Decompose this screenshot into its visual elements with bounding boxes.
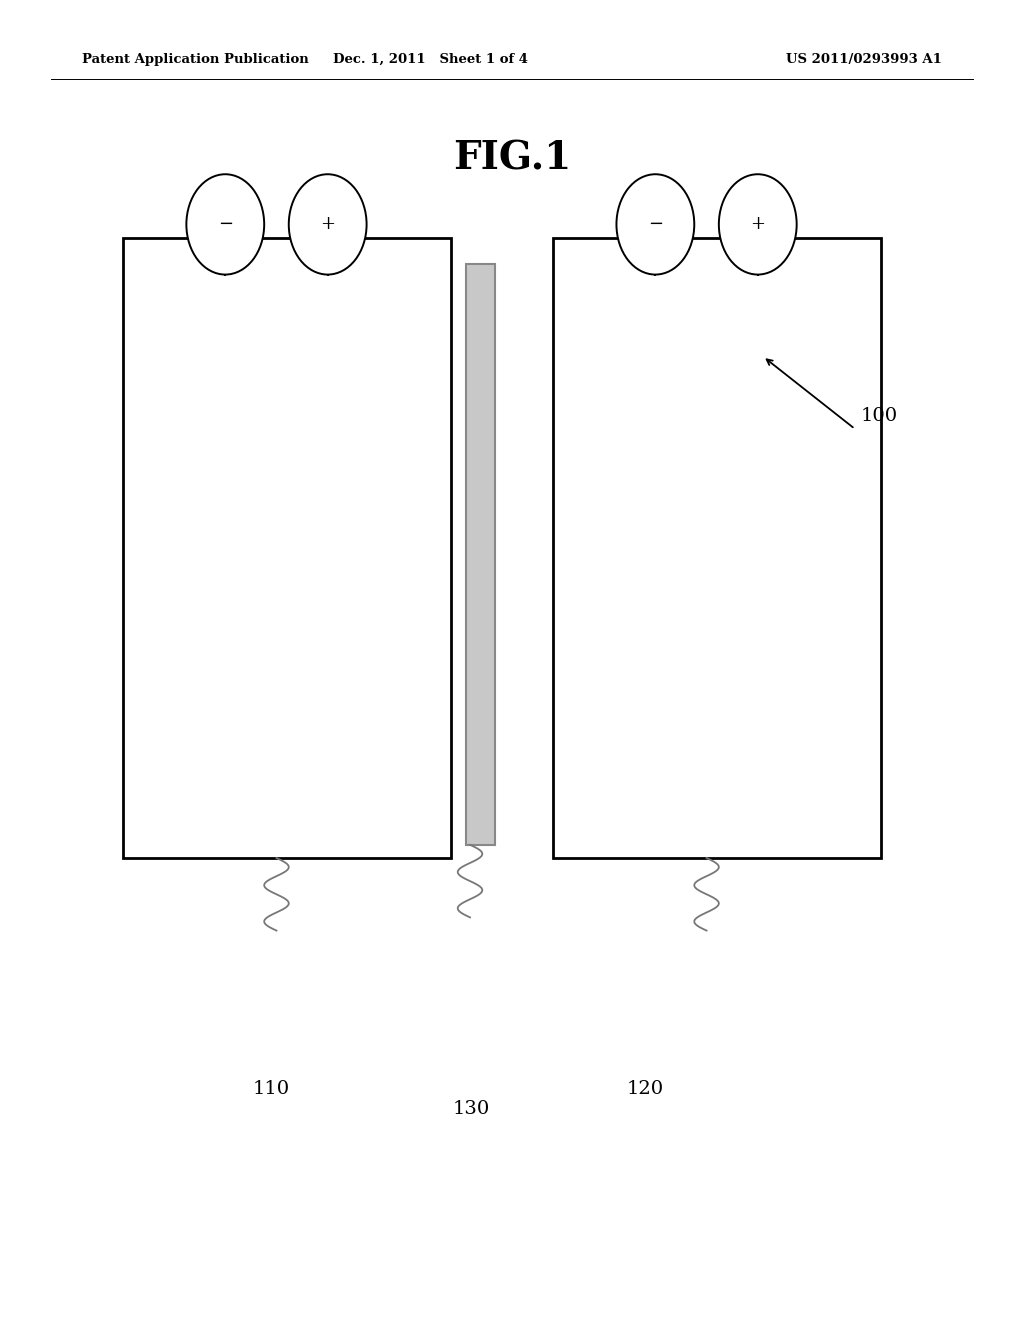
Text: −: − — [648, 215, 663, 234]
Circle shape — [186, 174, 264, 275]
FancyBboxPatch shape — [466, 264, 495, 845]
Text: 100: 100 — [860, 407, 897, 425]
Text: 120: 120 — [627, 1080, 664, 1098]
Circle shape — [719, 174, 797, 275]
Text: +: + — [751, 215, 765, 234]
Circle shape — [616, 174, 694, 275]
Text: Patent Application Publication: Patent Application Publication — [82, 53, 308, 66]
Text: +: + — [321, 215, 335, 234]
Text: 110: 110 — [253, 1080, 290, 1098]
Text: FIG.1: FIG.1 — [453, 140, 571, 177]
Circle shape — [289, 174, 367, 275]
FancyBboxPatch shape — [123, 238, 451, 858]
Text: −: − — [218, 215, 232, 234]
Text: US 2011/0293993 A1: US 2011/0293993 A1 — [786, 53, 942, 66]
Text: 130: 130 — [453, 1100, 489, 1118]
Text: Dec. 1, 2011   Sheet 1 of 4: Dec. 1, 2011 Sheet 1 of 4 — [333, 53, 527, 66]
FancyBboxPatch shape — [553, 238, 881, 858]
